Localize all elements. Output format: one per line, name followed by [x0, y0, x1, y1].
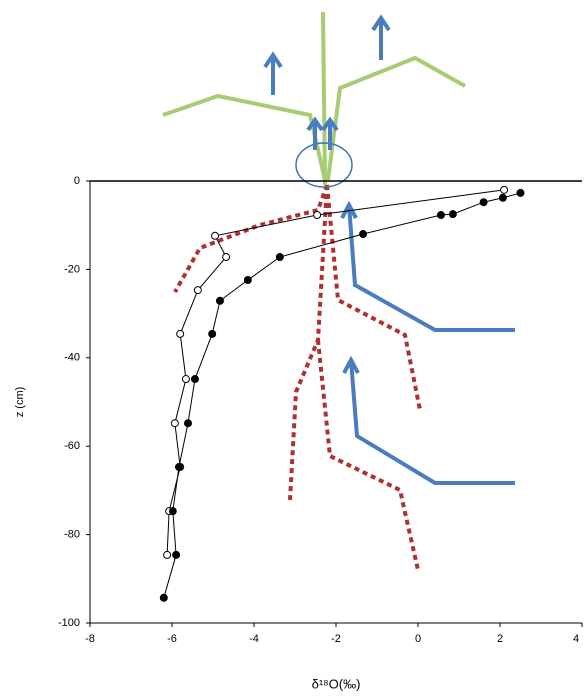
- point: [215, 296, 224, 305]
- point: [211, 231, 220, 240]
- y-tick-label: -60: [64, 440, 80, 452]
- point: [448, 210, 457, 219]
- arrows: [263, 14, 515, 485]
- point: [275, 253, 284, 262]
- point: [359, 230, 368, 239]
- x-tick-label: 2: [497, 633, 503, 645]
- point: [159, 593, 168, 602]
- plant: [162, 11, 466, 186]
- y-tick-label: -20: [64, 263, 80, 275]
- point: [516, 188, 525, 197]
- point: [193, 286, 202, 295]
- y-tick-label: -80: [64, 529, 80, 541]
- x-tick-label: 4: [573, 633, 579, 645]
- point: [243, 276, 252, 285]
- x-tick-label: -2: [331, 633, 341, 645]
- y-tick-label: -100: [58, 617, 80, 629]
- root-zone: [295, 142, 353, 188]
- x-tick-label: -8: [85, 633, 95, 645]
- y-tick-label: 0: [74, 175, 80, 187]
- point: [500, 185, 509, 194]
- point: [479, 198, 488, 207]
- point: [208, 329, 217, 338]
- series-line: [163, 192, 521, 598]
- point: [313, 211, 322, 220]
- point: [190, 375, 199, 384]
- point: [498, 193, 507, 202]
- point: [181, 375, 190, 384]
- x-tick-label: -6: [167, 633, 177, 645]
- point: [176, 329, 185, 338]
- point: [163, 550, 172, 559]
- point: [222, 253, 231, 262]
- point: [436, 211, 445, 220]
- x-axis-label: δ¹⁸O(‰): [312, 676, 361, 691]
- point: [168, 507, 177, 516]
- point: [183, 419, 192, 428]
- point: [172, 550, 181, 559]
- y-tick-label: -40: [64, 352, 80, 364]
- point: [170, 419, 179, 428]
- y-axis-label: z (cm): [14, 387, 26, 418]
- roots: [173, 184, 422, 571]
- series-line: [166, 189, 505, 555]
- x-tick-label: 0: [415, 633, 421, 645]
- point: [174, 462, 183, 471]
- x-tick-label: -4: [249, 633, 259, 645]
